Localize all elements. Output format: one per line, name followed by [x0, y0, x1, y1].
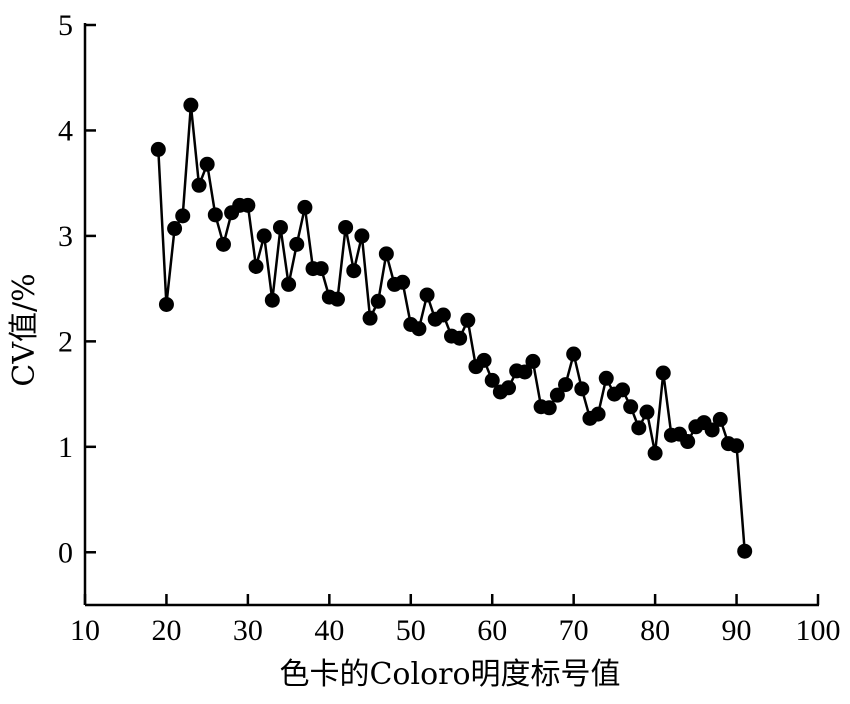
data-point	[704, 422, 720, 438]
data-point	[729, 438, 745, 454]
x-tick-label: 20	[151, 614, 181, 647]
data-point	[167, 221, 183, 237]
data-point	[680, 434, 696, 450]
data-point	[329, 291, 345, 307]
data-point	[598, 370, 614, 386]
x-tick-label: 30	[233, 614, 263, 647]
x-tick-label: 50	[396, 614, 426, 647]
data-point	[712, 411, 728, 427]
data-point	[272, 219, 288, 235]
data-point	[655, 365, 671, 381]
data-point	[484, 372, 500, 388]
data-point	[435, 307, 451, 323]
data-point	[460, 312, 476, 328]
plot-area	[150, 97, 753, 559]
data-point	[370, 293, 386, 309]
x-tick-label: 100	[796, 614, 841, 647]
data-point	[191, 177, 207, 193]
data-point	[354, 228, 370, 244]
y-axis-label: CV值/%	[7, 273, 42, 386]
data-point	[248, 258, 264, 274]
data-point	[541, 400, 557, 416]
x-tick-label: 10	[70, 614, 100, 647]
data-point	[256, 228, 272, 244]
data-point	[395, 274, 411, 290]
data-point	[207, 207, 223, 223]
y-tick-label: 0	[58, 536, 73, 569]
data-point	[338, 219, 354, 235]
data-point	[419, 287, 435, 303]
data-point	[297, 199, 313, 215]
data-point	[281, 276, 297, 292]
data-point	[590, 406, 606, 422]
x-axis-label: 色卡的Coloro明度标号值	[279, 657, 620, 692]
data-point	[639, 404, 655, 420]
data-point	[313, 261, 329, 277]
x-tick-label: 40	[314, 614, 344, 647]
ticks: 10 20 30 40 50 60 70 80 90 100 0 1 2 3 4 5	[58, 9, 841, 647]
data-point	[623, 399, 639, 415]
data-point	[737, 543, 753, 559]
y-tick-label: 1	[58, 431, 73, 464]
data-point	[362, 310, 378, 326]
data-point	[517, 364, 533, 380]
data-point	[199, 156, 215, 172]
data-point	[264, 292, 280, 308]
data-point	[175, 208, 191, 224]
data-point	[346, 263, 362, 279]
data-point	[411, 321, 427, 337]
data-point	[378, 246, 394, 262]
x-tick-label: 90	[722, 614, 752, 647]
data-point	[452, 330, 468, 346]
data-point	[158, 296, 174, 312]
y-tick-label: 2	[58, 325, 73, 358]
data-point	[615, 382, 631, 398]
data-point	[215, 236, 231, 252]
x-tick-label: 80	[640, 614, 670, 647]
data-point	[525, 353, 541, 369]
y-tick-label: 5	[58, 9, 73, 42]
data-point	[566, 346, 582, 362]
data-point	[289, 236, 305, 252]
data-point	[501, 380, 517, 396]
axes	[83, 23, 819, 607]
data-point	[558, 377, 574, 393]
data-point	[631, 420, 647, 436]
data-point	[240, 197, 256, 213]
y-tick-label: 4	[58, 114, 73, 147]
data-point	[549, 387, 565, 403]
y-tick-label: 3	[58, 220, 73, 253]
x-tick-label: 70	[559, 614, 589, 647]
data-point	[476, 352, 492, 368]
data-point	[150, 141, 166, 157]
data-point	[183, 97, 199, 113]
series-line	[157, 103, 746, 552]
x-tick-label: 60	[477, 614, 507, 647]
data-point	[647, 445, 663, 461]
data-point	[574, 381, 590, 397]
